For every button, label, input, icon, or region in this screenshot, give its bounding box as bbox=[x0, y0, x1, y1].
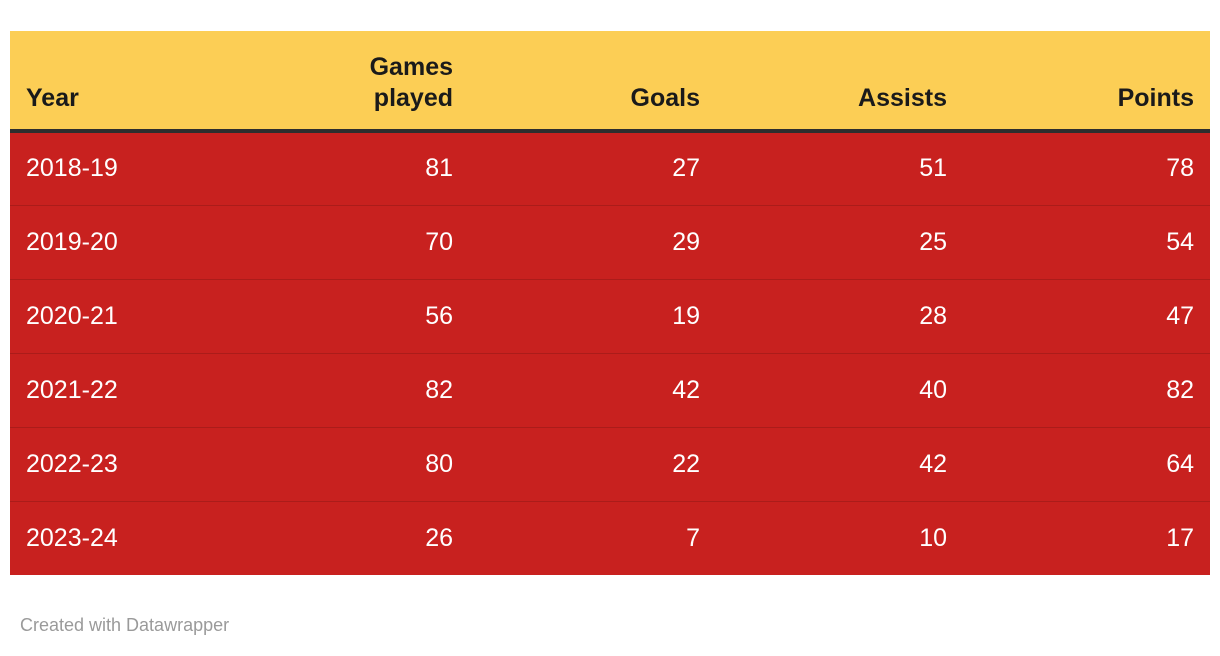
cell-points: 64 bbox=[963, 426, 1210, 501]
stats-table: Year Games played Goals Assists Points 2… bbox=[10, 31, 1210, 575]
table-row: 2018-19 81 27 51 78 bbox=[10, 131, 1210, 205]
cell-assists: 42 bbox=[716, 426, 963, 501]
cell-games: 56 bbox=[222, 278, 469, 353]
header-row: Year Games played Goals Assists Points bbox=[10, 31, 1210, 133]
column-header-games-played-label: Games played bbox=[369, 52, 453, 112]
table-row: 2020-21 56 19 28 47 bbox=[10, 278, 1210, 353]
cell-goals: 22 bbox=[469, 426, 716, 501]
column-header-games-played: Games played bbox=[222, 31, 469, 133]
cell-points: 54 bbox=[963, 204, 1210, 279]
cell-assists: 28 bbox=[716, 278, 963, 353]
column-header-year: Year bbox=[10, 31, 222, 133]
column-header-points: Points bbox=[963, 31, 1210, 133]
cell-assists: 51 bbox=[716, 131, 963, 205]
cell-year: 2021-22 bbox=[10, 352, 222, 427]
cell-games: 82 bbox=[222, 352, 469, 427]
column-header-assists: Assists bbox=[716, 31, 963, 133]
table-row: 2019-20 70 29 25 54 bbox=[10, 204, 1210, 279]
cell-year: 2018-19 bbox=[10, 131, 222, 205]
datawrapper-credit-link[interactable]: Created with Datawrapper bbox=[20, 615, 230, 635]
cell-year: 2023-24 bbox=[10, 500, 222, 575]
cell-year: 2022-23 bbox=[10, 426, 222, 501]
cell-games: 81 bbox=[222, 131, 469, 205]
cell-year: 2020-21 bbox=[10, 278, 222, 353]
cell-points: 82 bbox=[963, 352, 1210, 427]
cell-assists: 10 bbox=[716, 500, 963, 575]
table-body: 2018-19 81 27 51 78 2019-20 70 29 25 54 … bbox=[10, 131, 1210, 575]
cell-goals: 29 bbox=[469, 204, 716, 279]
table-row: 2022-23 80 22 42 64 bbox=[10, 426, 1210, 501]
footer: Created with Datawrapper bbox=[20, 615, 1200, 637]
table-header: Year Games played Goals Assists Points bbox=[10, 31, 1210, 133]
cell-points: 47 bbox=[963, 278, 1210, 353]
cell-goals: 19 bbox=[469, 278, 716, 353]
table-row: 2023-24 26 7 10 17 bbox=[10, 500, 1210, 575]
cell-games: 70 bbox=[222, 204, 469, 279]
cell-goals: 42 bbox=[469, 352, 716, 427]
cell-assists: 25 bbox=[716, 204, 963, 279]
column-header-goals: Goals bbox=[469, 31, 716, 133]
cell-points: 17 bbox=[963, 500, 1210, 575]
datawrapper-table-chart: Year Games played Goals Assists Points 2… bbox=[10, 31, 1210, 637]
cell-games: 26 bbox=[222, 500, 469, 575]
cell-points: 78 bbox=[963, 131, 1210, 205]
cell-games: 80 bbox=[222, 426, 469, 501]
cell-assists: 40 bbox=[716, 352, 963, 427]
cell-goals: 27 bbox=[469, 131, 716, 205]
cell-goals: 7 bbox=[469, 500, 716, 575]
table-row: 2021-22 82 42 40 82 bbox=[10, 352, 1210, 427]
cell-year: 2019-20 bbox=[10, 204, 222, 279]
